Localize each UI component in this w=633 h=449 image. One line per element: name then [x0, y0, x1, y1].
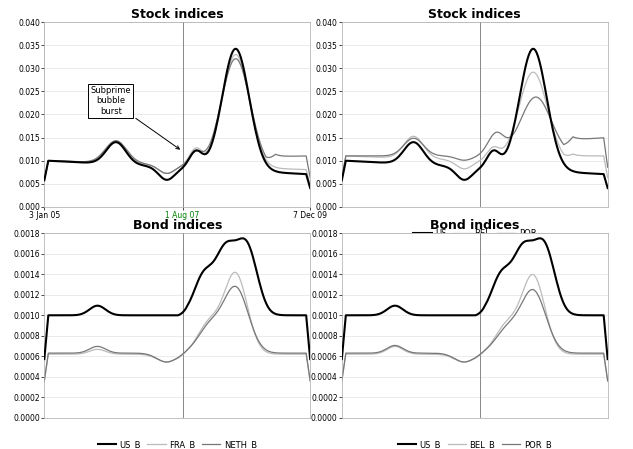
- Legend: US_B, BEL_B, POR_B: US_B, BEL_B, POR_B: [395, 436, 555, 449]
- Legend: US, BEL, POR: US, BEL, POR: [410, 225, 539, 241]
- Title: Stock indices: Stock indices: [131, 8, 223, 21]
- Title: Stock indices: Stock indices: [429, 8, 521, 21]
- Legend: US_B, FRA_B, NETH_B: US_B, FRA_B, NETH_B: [94, 436, 260, 449]
- Text: Subprime
bubble
burst: Subprime bubble burst: [91, 86, 179, 149]
- Title: Bond indices: Bond indices: [132, 219, 222, 232]
- Title: Bond indices: Bond indices: [430, 219, 520, 232]
- Legend: US, FRA, NETH: US, FRA, NETH: [110, 237, 245, 252]
